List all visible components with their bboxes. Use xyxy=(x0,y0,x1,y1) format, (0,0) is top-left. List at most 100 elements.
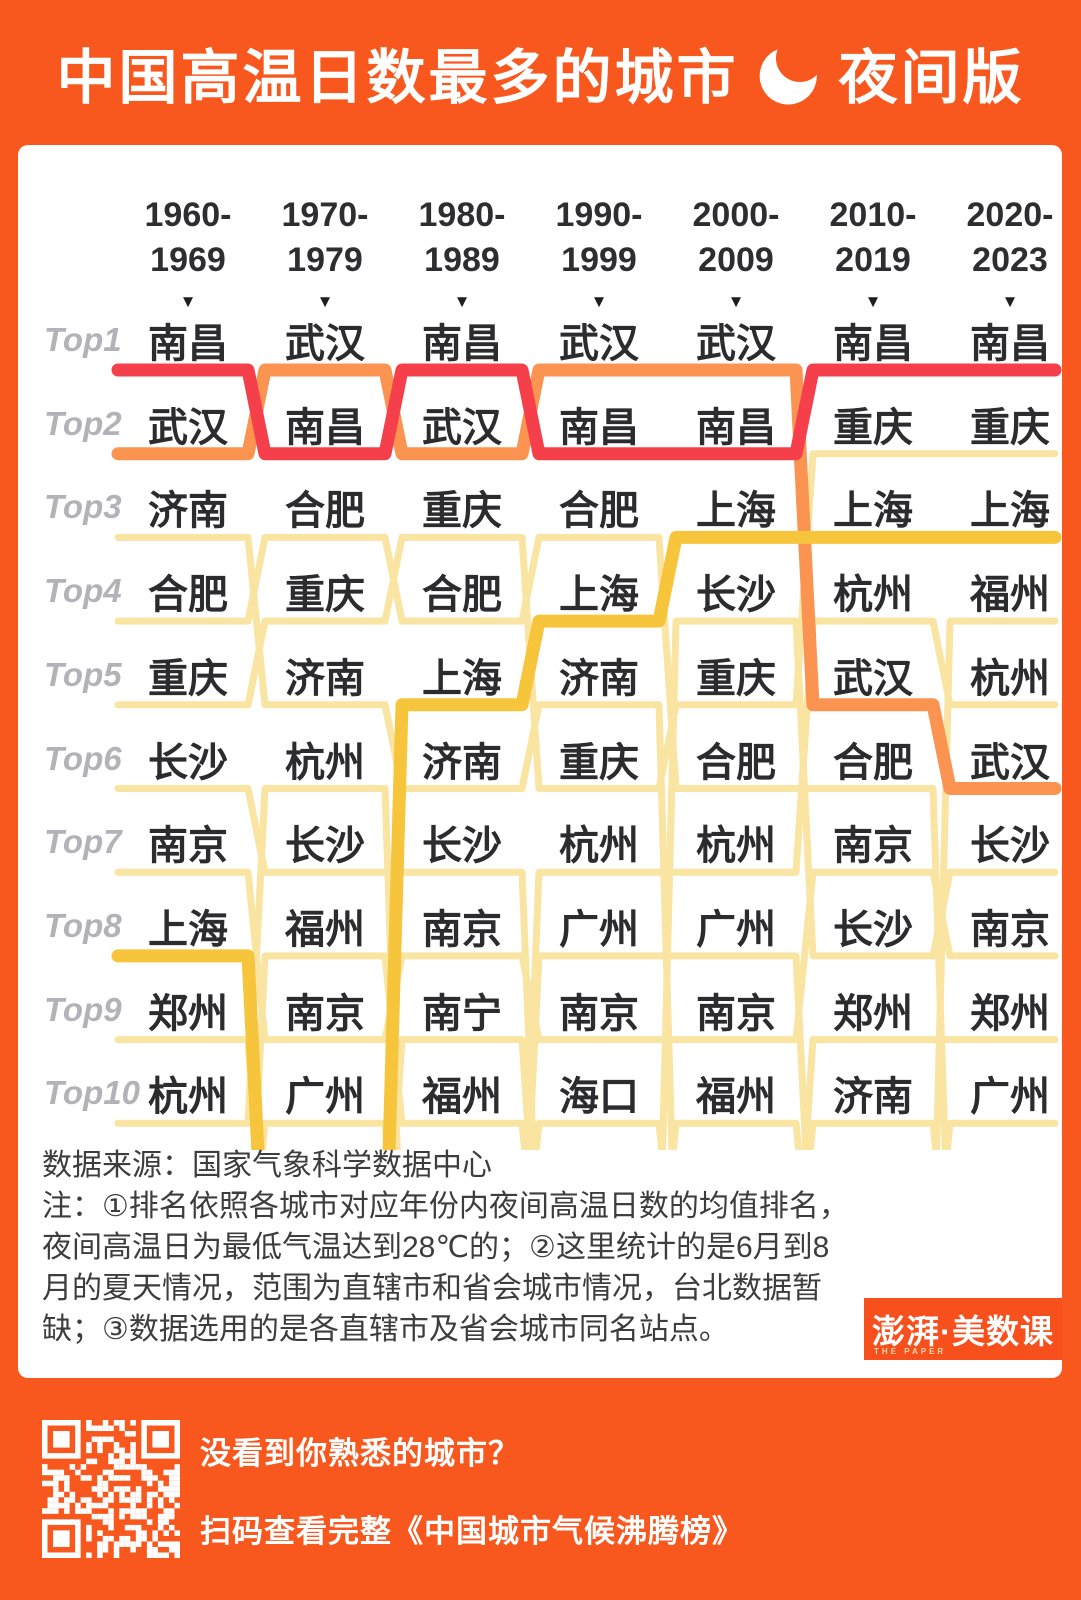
city-label: 郑州 xyxy=(148,991,228,1036)
city-label: 重庆 xyxy=(833,405,913,450)
city-label: 上海 xyxy=(422,656,502,701)
city-label: 南昌 xyxy=(422,322,502,366)
promo-section: 没看到你熟悉的城市？ 扫码查看完整《中国城市气候沸腾榜》 xyxy=(0,1378,1081,1600)
city-label: 上海 xyxy=(833,489,913,534)
column-marker-icon: ▼ xyxy=(179,292,197,311)
city-label: 上海 xyxy=(696,489,776,534)
rank-label: Top2 xyxy=(44,404,122,442)
city-label: 南昌 xyxy=(970,322,1050,366)
rank-label: Top4 xyxy=(44,572,122,610)
city-label: 杭州 xyxy=(285,740,365,785)
city-label: 重庆 xyxy=(696,656,776,701)
city-label: 武汉 xyxy=(285,322,365,366)
column-header: 2020- 2023 xyxy=(966,196,1054,279)
rank-label: Top7 xyxy=(44,823,122,861)
note-text: 注：①排名依照各城市对应年份内夜间高温日数的均值排名，夜间高温日为最低气温达到2… xyxy=(42,1190,849,1346)
city-label: 武汉 xyxy=(559,322,639,366)
column-marker-icon: ▼ xyxy=(453,292,471,311)
rank-label: Top6 xyxy=(44,739,122,777)
city-label: 南宁 xyxy=(422,991,502,1036)
series-line xyxy=(111,363,1062,795)
column-marker-icon: ▼ xyxy=(316,292,334,311)
series-line xyxy=(251,617,1059,1150)
title-bar: 中国高温日数最多的城市 夜间版 xyxy=(0,0,1081,145)
promo-cta: 扫码查看完整《中国城市气候沸腾榜》 xyxy=(200,1514,744,1549)
rank-label: Top1 xyxy=(44,321,122,358)
city-label: 济南 xyxy=(559,656,639,701)
series-line xyxy=(114,450,1059,792)
series-line xyxy=(114,533,940,1150)
city-label: 济南 xyxy=(833,1075,913,1120)
rank-label: Top5 xyxy=(44,655,122,693)
title-badge: 夜间版 xyxy=(838,45,1025,111)
city-label: 杭州 xyxy=(696,824,776,869)
logo: 澎湃·美数课 THE PAPER xyxy=(864,1298,1062,1360)
city-label: 杭州 xyxy=(833,573,913,618)
city-label: 长沙 xyxy=(148,740,228,785)
city-label: 郑州 xyxy=(833,991,913,1036)
city-label: 上海 xyxy=(148,907,228,952)
series-line xyxy=(114,533,949,1150)
column-marker-icon: ▼ xyxy=(1001,292,1019,311)
city-label: 武汉 xyxy=(970,740,1050,785)
city-label: 长沙 xyxy=(696,573,776,618)
city-label: 长沙 xyxy=(970,824,1050,869)
qr-code xyxy=(42,1420,180,1558)
city-label: 南京 xyxy=(833,824,913,869)
city-label: 南京 xyxy=(696,991,776,1036)
promo-question: 没看到你熟悉的城市？ xyxy=(200,1436,520,1471)
rank-label: Top8 xyxy=(44,906,122,944)
logo-subtitle: THE PAPER xyxy=(874,1347,947,1356)
footnotes: 数据来源：国家气象科学数据中心 注：①排名依照各城市对应年份内夜间高温日数的均值… xyxy=(42,1145,858,1350)
column-marker-icon: ▼ xyxy=(590,292,608,311)
chart-card: 1960- 1969 ▼ 1970- 1979 ▼ 1980- 1989 ▼ 1990- 1999 ▼… xyxy=(18,145,1062,1378)
data-source: 数据来源：国家气象科学数据中心 xyxy=(42,1149,492,1182)
city-label: 济南 xyxy=(285,656,365,701)
city-label: 济南 xyxy=(422,740,502,785)
city-label: 南昌 xyxy=(148,322,228,366)
series-line xyxy=(532,1119,666,1150)
city-label: 福州 xyxy=(285,907,365,952)
city-label: 合肥 xyxy=(422,573,502,618)
city-label: 武汉 xyxy=(422,405,502,450)
city-label: 武汉 xyxy=(148,405,228,450)
rank-label: Top9 xyxy=(44,990,122,1028)
city-label: 南京 xyxy=(285,991,365,1036)
city-label: 广州 xyxy=(285,1075,365,1120)
city-label: 南昌 xyxy=(696,405,776,450)
city-label: 广州 xyxy=(970,1075,1050,1120)
column-header: 1990- 1999 xyxy=(555,196,643,279)
rank-label: Top3 xyxy=(44,488,122,526)
city-label: 长沙 xyxy=(833,907,913,952)
city-label: 南京 xyxy=(148,824,228,869)
city-label: 上海 xyxy=(970,489,1050,534)
page-title: 中国高温日数最多的城市 xyxy=(56,45,739,111)
city-label: 广州 xyxy=(696,907,776,952)
city-label: 重庆 xyxy=(285,573,365,618)
city-label: 重庆 xyxy=(970,405,1050,450)
city-label: 武汉 xyxy=(833,656,913,701)
series-line xyxy=(114,617,1059,1150)
city-label: 长沙 xyxy=(422,824,502,869)
city-label: 南京 xyxy=(970,907,1050,952)
city-label: 杭州 xyxy=(559,824,639,869)
city-label: 合肥 xyxy=(696,740,776,785)
city-label: 福州 xyxy=(696,1075,776,1120)
city-label: 上海 xyxy=(559,573,639,618)
series-line xyxy=(114,868,1059,1044)
city-label: 重庆 xyxy=(148,656,228,701)
series-line xyxy=(114,617,1059,1150)
city-label: 南京 xyxy=(422,907,502,952)
column-header: 2000- 2009 xyxy=(692,196,780,279)
city-label: 郑州 xyxy=(970,991,1050,1036)
city-label: 重庆 xyxy=(559,740,639,785)
city-label: 福州 xyxy=(422,1075,502,1120)
rank-label: Top10 xyxy=(44,1074,140,1112)
city-label: 南京 xyxy=(559,991,639,1036)
city-label: 杭州 xyxy=(970,656,1050,701)
logo-brand: 澎湃·美数课 xyxy=(872,1313,1054,1350)
series-line xyxy=(258,952,1059,1150)
city-label: 合肥 xyxy=(148,573,228,618)
city-label: 广州 xyxy=(559,907,639,952)
